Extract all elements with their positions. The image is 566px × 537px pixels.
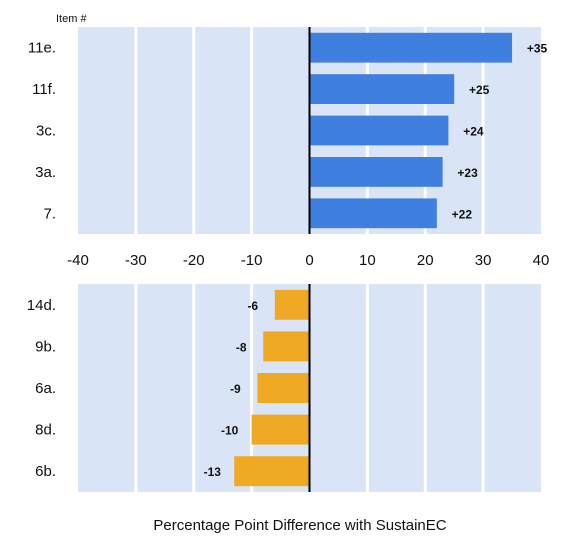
tick-label: 30	[475, 252, 492, 269]
category-header: Item #	[56, 13, 87, 25]
bar	[234, 456, 310, 487]
category-label: 14d.	[27, 297, 56, 314]
bar	[309, 198, 437, 229]
bar	[263, 331, 310, 362]
x-axis-title: Percentage Point Difference with Sustain…	[153, 517, 446, 534]
category-label: 11e.	[28, 40, 56, 57]
category-label: 9b.	[35, 338, 56, 355]
data-label: +23	[457, 166, 478, 180]
panel-positive: 11e. +35 11f. +25 3c. +24 3a. +23 7. +22	[28, 27, 548, 234]
tick-label: -10	[241, 252, 263, 269]
data-label: +24	[463, 125, 484, 139]
x-axis-ticks: -40 -30 -20 -10 0 10 20 30 40	[67, 252, 549, 269]
category-label: 11f.	[32, 81, 56, 98]
data-label: -9	[230, 382, 241, 396]
data-label: +22	[452, 207, 473, 221]
tick-label: -40	[67, 252, 89, 269]
bar	[257, 373, 310, 403]
data-label: -10	[221, 424, 239, 438]
category-label: 7.	[43, 205, 56, 222]
category-label: 6b.	[35, 463, 56, 480]
data-label: -6	[247, 299, 258, 313]
data-label: -8	[236, 340, 247, 354]
tick-label: 20	[417, 252, 434, 269]
bar	[309, 156, 443, 187]
category-label: 6a.	[35, 380, 56, 397]
tick-label: -30	[125, 252, 147, 269]
category-label: 8d.	[35, 422, 56, 439]
bar	[309, 74, 455, 105]
panel-negative: 14d. -6 9b. -8 6a. -9 8d. -10 6b. -13	[27, 284, 541, 492]
tick-label: 0	[305, 252, 313, 269]
bar	[309, 32, 513, 63]
tick-label: 10	[359, 252, 376, 269]
category-label: 3a.	[35, 164, 56, 181]
bar	[251, 414, 310, 445]
tick-label: 40	[533, 252, 550, 269]
data-label: -13	[204, 465, 222, 479]
data-label: +25	[469, 83, 490, 97]
bar	[274, 289, 310, 320]
bar	[309, 115, 449, 146]
tick-label: -20	[183, 252, 205, 269]
category-label: 3c.	[36, 123, 56, 140]
data-label: +35	[527, 42, 548, 56]
